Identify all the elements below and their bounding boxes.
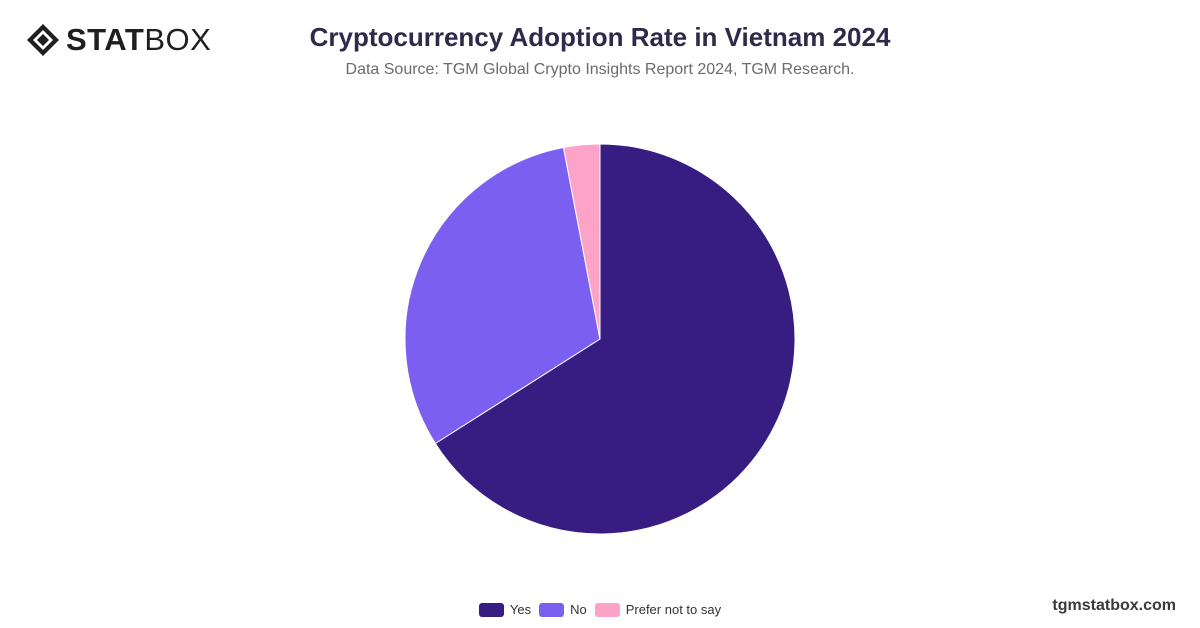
statbox-wordmark: STAT BOX (66, 23, 211, 57)
pie-slice-prefer-not-to-say[interactable] (562, 143, 601, 340)
watermark-text: tgmstatbox.com (1052, 597, 1176, 614)
statbox-logo: STAT BOX (26, 22, 211, 58)
statbox-logo-icon (27, 24, 59, 56)
logo-text-strong: STAT (66, 22, 145, 57)
logo-text-light: BOX (144, 22, 212, 57)
chart-subtitle: Data Source: TGM Global Crypto Insights … (345, 61, 855, 78)
legend-label-no: No (570, 602, 587, 617)
chart-legend: Yes No Prefer not to say (0, 602, 1200, 617)
legend-swatch-yes (478, 602, 504, 617)
legend-label-prefer-not-to-say: Prefer not to say (625, 602, 722, 617)
legend-label-yes: Yes (509, 602, 532, 617)
legend-swatch-no (539, 602, 565, 617)
pie-slice-no[interactable] (404, 146, 601, 445)
legend-item-yes[interactable]: Yes (478, 602, 532, 617)
legend-item-prefer-not-to-say[interactable]: Prefer not to say (594, 602, 722, 617)
legend-swatch-prefer-not-to-say (594, 602, 620, 617)
legend-item-no[interactable]: No (539, 602, 587, 617)
pie-slice-yes[interactable] (434, 143, 796, 535)
chart-title: Cryptocurrency Adoption Rate in Vietnam … (309, 22, 891, 52)
